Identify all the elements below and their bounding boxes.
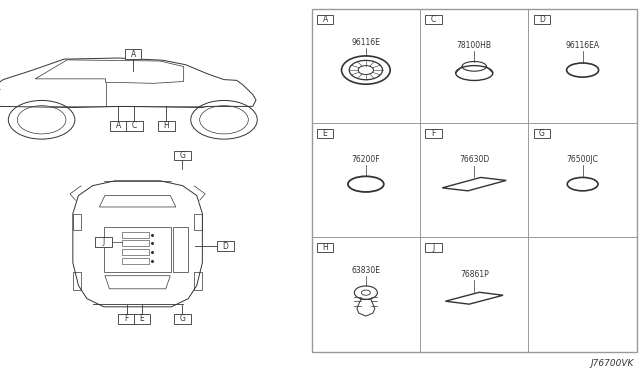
Text: D: D [539, 15, 545, 24]
FancyBboxPatch shape [95, 237, 112, 247]
Text: 76500JC: 76500JC [566, 155, 598, 164]
Text: 96116E: 96116E [351, 38, 380, 47]
Text: G: G [179, 314, 186, 323]
Text: E: E [140, 314, 145, 323]
Text: F: F [431, 129, 436, 138]
Text: 78100HB: 78100HB [457, 41, 492, 49]
Text: J: J [433, 243, 435, 252]
FancyBboxPatch shape [174, 314, 191, 324]
Text: D: D [222, 242, 228, 251]
Text: A: A [323, 15, 328, 24]
FancyBboxPatch shape [425, 129, 442, 138]
Text: J: J [102, 237, 105, 246]
Text: H: H [164, 121, 169, 130]
FancyBboxPatch shape [317, 243, 333, 252]
FancyBboxPatch shape [425, 243, 442, 252]
Text: G: G [179, 151, 186, 160]
FancyBboxPatch shape [425, 15, 442, 24]
FancyBboxPatch shape [158, 121, 175, 131]
FancyBboxPatch shape [317, 129, 333, 138]
Text: C: C [431, 15, 436, 24]
FancyBboxPatch shape [174, 151, 191, 160]
FancyBboxPatch shape [534, 129, 550, 138]
FancyBboxPatch shape [125, 49, 141, 59]
Text: H: H [323, 243, 328, 252]
Text: F: F [125, 314, 129, 323]
FancyBboxPatch shape [110, 121, 127, 131]
Text: A: A [131, 50, 136, 59]
FancyBboxPatch shape [534, 15, 550, 24]
Text: 76200F: 76200F [351, 155, 380, 164]
FancyBboxPatch shape [217, 241, 234, 251]
Text: J76700VK: J76700VK [590, 359, 634, 368]
FancyBboxPatch shape [134, 314, 150, 324]
Text: 76861P: 76861P [460, 269, 488, 279]
FancyBboxPatch shape [126, 121, 143, 131]
FancyBboxPatch shape [118, 314, 135, 324]
Text: G: G [539, 129, 545, 138]
Text: 63830E: 63830E [351, 266, 380, 275]
Text: E: E [323, 129, 328, 138]
FancyBboxPatch shape [317, 15, 333, 24]
Text: 96116EA: 96116EA [566, 41, 600, 49]
Text: C: C [132, 121, 137, 130]
Text: 76630D: 76630D [459, 155, 490, 164]
Text: A: A [116, 121, 121, 130]
